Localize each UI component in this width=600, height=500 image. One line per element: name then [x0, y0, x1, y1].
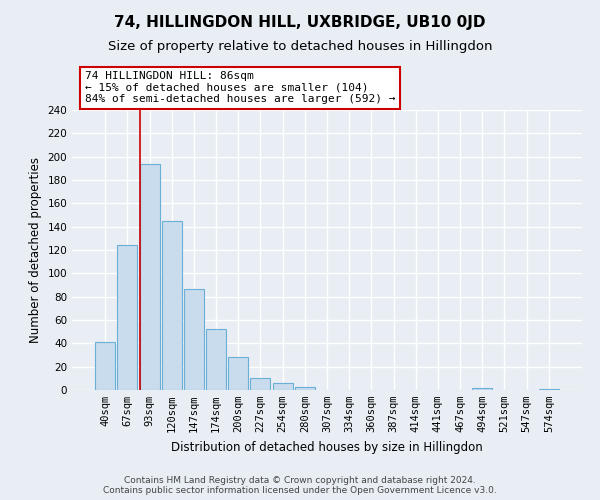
Bar — [228, 358, 248, 390]
Bar — [472, 388, 492, 390]
Bar — [206, 330, 226, 390]
Bar — [272, 383, 293, 390]
Bar — [118, 246, 137, 390]
Bar — [184, 288, 204, 390]
Bar — [140, 164, 160, 390]
Text: Size of property relative to detached houses in Hillingdon: Size of property relative to detached ho… — [108, 40, 492, 53]
Text: 74, HILLINGDON HILL, UXBRIDGE, UB10 0JD: 74, HILLINGDON HILL, UXBRIDGE, UB10 0JD — [114, 15, 486, 30]
X-axis label: Distribution of detached houses by size in Hillingdon: Distribution of detached houses by size … — [171, 440, 483, 454]
Text: Contains HM Land Registry data © Crown copyright and database right 2024.
Contai: Contains HM Land Registry data © Crown c… — [103, 476, 497, 495]
Y-axis label: Number of detached properties: Number of detached properties — [29, 157, 42, 343]
Bar — [95, 342, 115, 390]
Bar — [162, 221, 182, 390]
Bar — [539, 389, 559, 390]
Bar — [295, 386, 315, 390]
Bar — [250, 378, 271, 390]
Text: 74 HILLINGDON HILL: 86sqm
← 15% of detached houses are smaller (104)
84% of semi: 74 HILLINGDON HILL: 86sqm ← 15% of detac… — [85, 71, 395, 104]
